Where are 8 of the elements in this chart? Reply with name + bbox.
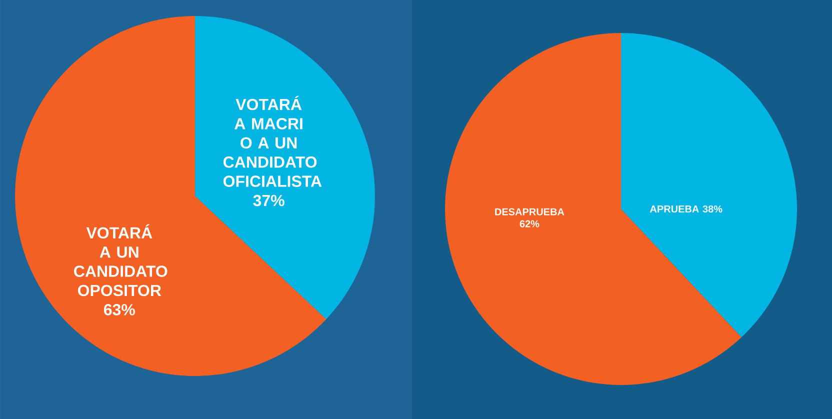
slice-label: DESAPRUEBA [495, 208, 564, 216]
data-label: 62% [520, 220, 540, 228]
data-label: 63% [104, 304, 135, 316]
slice-label: VOTARÁ A UN CANDIDATO OPOSITOR [74, 224, 168, 296]
data-label: 37% [253, 194, 284, 206]
slice-label: APRUEBA [650, 206, 699, 213]
slice-label: VOTARÁ A MACRI O A UN CANDIDATO OFICIALISTA [223, 96, 322, 187]
data-label: 38% [702, 205, 722, 213]
